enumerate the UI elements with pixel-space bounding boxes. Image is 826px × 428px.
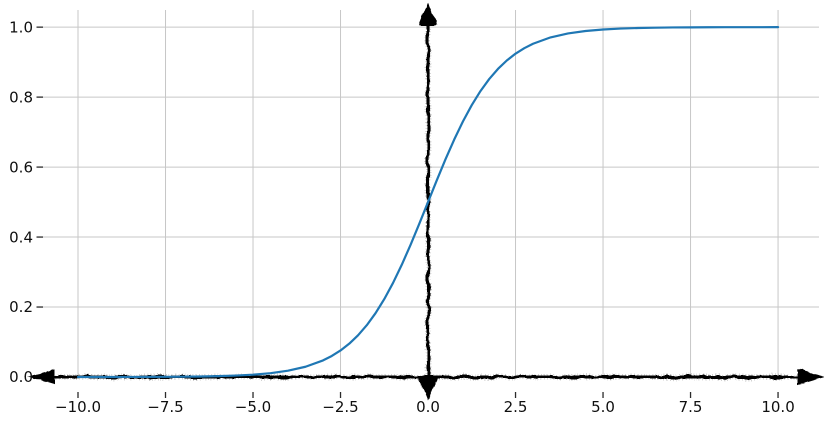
sigmoid-curve xyxy=(76,26,780,379)
x-tick-label: −10.0 xyxy=(55,398,101,416)
y-axis-bottom-arrowhead xyxy=(418,378,438,402)
x-tick-label: −2.5 xyxy=(322,398,358,416)
y-axis-top-arrowhead xyxy=(418,2,438,26)
axis-arrows-layer xyxy=(27,2,825,402)
x-axis-right-arrowhead xyxy=(797,368,825,386)
y-tick-label: 0.0 xyxy=(9,368,33,386)
tick-labels-layer: −10.0 −7.5 −5.0 −2.5 0.0 2.5 5.0 7.5 10.0 0.0 0.2 0… xyxy=(9,18,795,416)
tick-marks-layer xyxy=(36,26,779,398)
x-tick-label: 5.0 xyxy=(591,398,615,416)
x-tick-label: 0.0 xyxy=(416,398,440,416)
x-tick-label: 7.5 xyxy=(679,398,703,416)
y-tick-label: 0.8 xyxy=(9,88,33,106)
curve-layer xyxy=(76,26,780,379)
x-tick-label: 10.0 xyxy=(761,398,794,416)
x-tick-label: −7.5 xyxy=(147,398,183,416)
x-tick-label: 2.5 xyxy=(504,398,528,416)
x-tick-label: −5.0 xyxy=(235,398,271,416)
x-axis-left-arrowhead xyxy=(27,368,55,386)
y-tick-label: 1.0 xyxy=(9,18,33,36)
y-tick-label: 0.6 xyxy=(9,158,33,176)
y-tick-label: 0.4 xyxy=(9,228,33,246)
y-tick-label: 0.2 xyxy=(9,298,33,316)
